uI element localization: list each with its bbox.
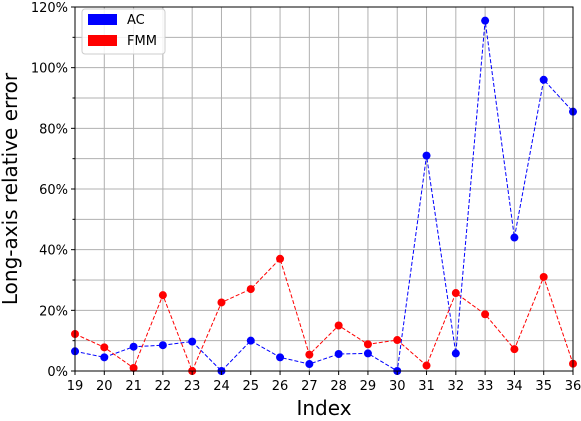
x-tick-label: 35 [535, 379, 552, 394]
y-tick-label: 120% [31, 1, 68, 16]
data-point-fmm [217, 298, 225, 306]
x-tick-label: 28 [330, 379, 347, 394]
y-axis-title: Long-axis relative error [0, 72, 22, 305]
legend-swatch [88, 35, 117, 46]
data-point-ac [540, 76, 548, 84]
data-point-ac [452, 349, 460, 357]
data-point-ac [510, 234, 518, 242]
data-point-ac [159, 341, 167, 349]
x-tick-label: 24 [213, 379, 230, 394]
data-point-fmm [100, 343, 108, 351]
data-point-ac [364, 349, 372, 357]
data-point-fmm [364, 340, 372, 348]
grid-lines [75, 7, 573, 371]
data-point-fmm [540, 273, 548, 281]
x-tick-label: 34 [506, 379, 523, 394]
x-tick-label: 27 [301, 379, 318, 394]
y-tick-label: 100% [31, 62, 68, 77]
legend: AC FMM [82, 9, 165, 54]
y-tick-label: 0% [47, 365, 68, 380]
x-tick-label: 29 [360, 379, 377, 394]
data-point-ac [481, 17, 489, 25]
y-tick-label: 80% [39, 122, 68, 137]
x-tick-label: 20 [96, 379, 113, 394]
data-point-ac [130, 343, 138, 351]
x-tick-label: 32 [448, 379, 465, 394]
data-point-fmm [423, 362, 431, 370]
series-layer [71, 17, 577, 375]
x-tick-label: 26 [272, 379, 289, 394]
x-tick-label: 22 [155, 379, 172, 394]
data-point-ac [188, 338, 196, 346]
y-tick-label: 40% [39, 244, 68, 259]
data-point-fmm [481, 310, 489, 318]
y-tick-label: 60% [39, 183, 68, 198]
legend-label: AC [127, 13, 145, 28]
x-tick-label: 36 [565, 379, 581, 394]
x-tick-label: 23 [184, 379, 201, 394]
data-point-ac [335, 350, 343, 358]
data-point-fmm [393, 336, 401, 344]
data-point-ac [423, 152, 431, 160]
data-point-fmm [247, 285, 255, 293]
x-tick-label: 31 [418, 379, 435, 394]
axis-ticks: 19 20 21 22 23 24 25 26 27 28 29 30 31 32 33 34 35 36 0% 20… [31, 1, 581, 394]
x-axis-title: Index [296, 396, 351, 420]
legend-label: FMM [127, 34, 157, 49]
data-point-ac [247, 337, 255, 345]
x-tick-label: 25 [242, 379, 259, 394]
data-point-fmm [510, 345, 518, 353]
x-tick-label: 33 [477, 379, 494, 394]
x-tick-label: 21 [125, 379, 142, 394]
data-point-fmm [335, 322, 343, 330]
data-point-fmm [159, 291, 167, 299]
series-line-ac [75, 21, 573, 371]
data-point-fmm [276, 255, 284, 263]
data-point-fmm [452, 289, 460, 297]
data-point-fmm [305, 351, 313, 359]
y-tick-label: 20% [39, 304, 68, 319]
data-point-ac [305, 360, 313, 368]
x-tick-label: 30 [389, 379, 406, 394]
series-line-fmm [75, 259, 573, 371]
legend-swatch [88, 14, 117, 25]
data-point-ac [276, 353, 284, 361]
x-tick-label: 19 [67, 379, 84, 394]
data-point-ac [100, 353, 108, 361]
